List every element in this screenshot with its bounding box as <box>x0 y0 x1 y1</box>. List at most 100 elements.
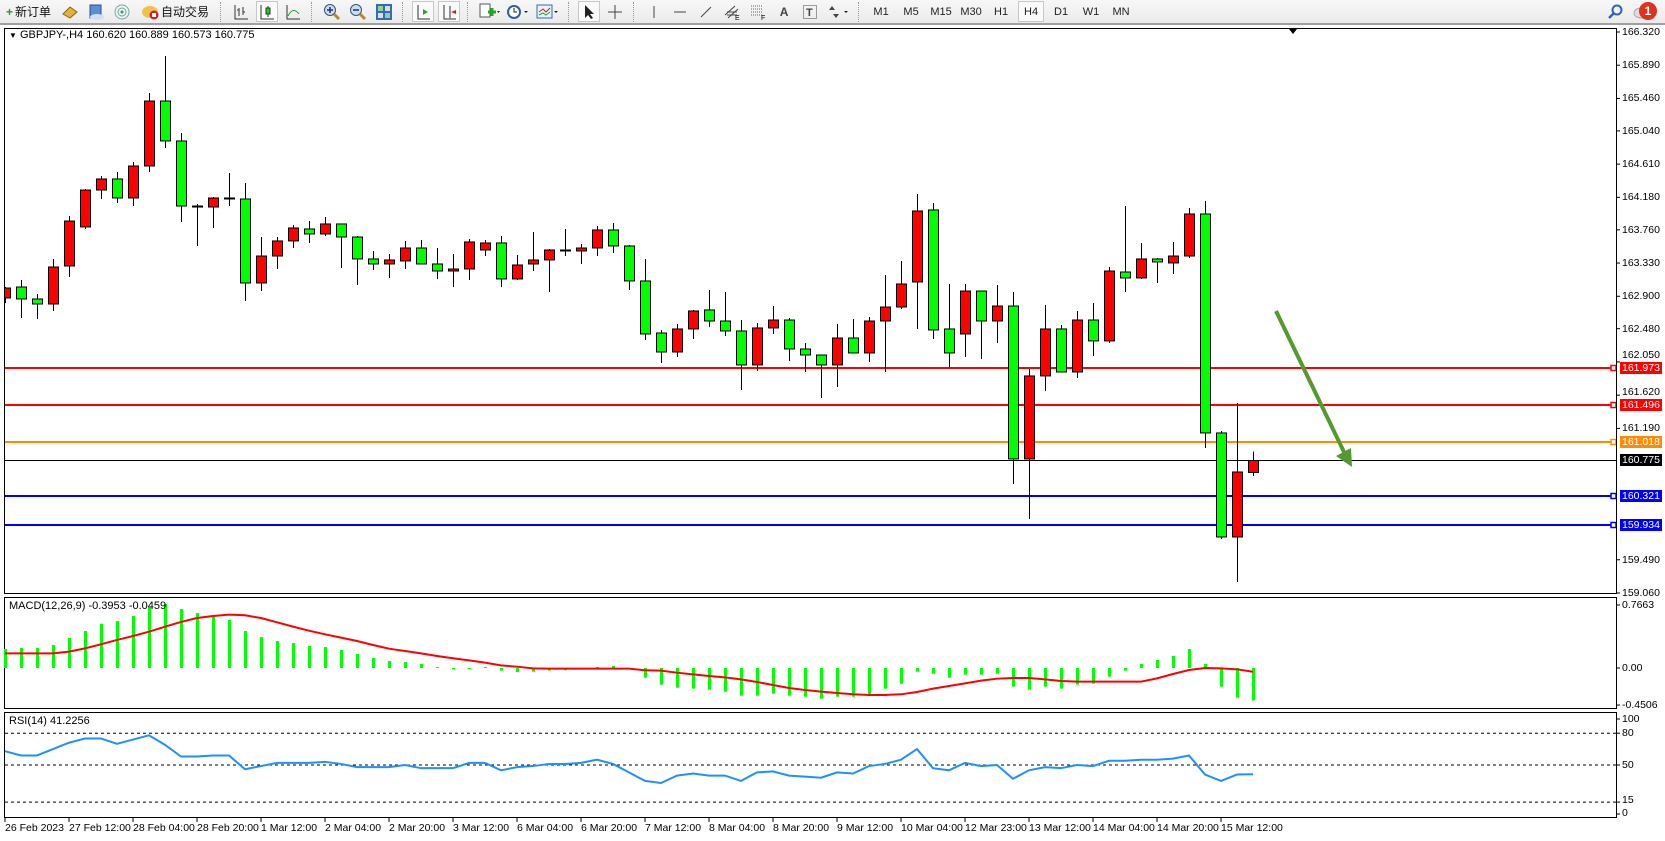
vertical-line-icon <box>653 5 655 18</box>
data-window-button[interactable] <box>85 1 107 22</box>
timeframe-mn[interactable]: MN <box>1112 5 1130 18</box>
macd-histogram-bar <box>436 667 439 669</box>
macd-histogram-bar <box>68 637 71 668</box>
search-icon[interactable] <box>1607 4 1623 20</box>
tile-windows-button[interactable] <box>373 1 395 22</box>
auto-trade-button[interactable]: 自动交易 <box>137 1 213 22</box>
macd-histogram-bar <box>1092 668 1095 684</box>
timeframe-w1[interactable]: W1 <box>1082 5 1100 18</box>
time-axis-label: 2 Mar 20:00 <box>389 822 446 834</box>
candle <box>5 287 11 303</box>
macd-histogram-bar <box>948 668 951 678</box>
bull-candle-body <box>256 255 267 284</box>
macd-histogram-bar <box>868 668 871 695</box>
candle <box>1232 402 1243 582</box>
time-axis-label: 10 Mar 04:00 <box>901 822 963 834</box>
auto-scroll-button[interactable] <box>412 1 435 22</box>
price-axis-label: 164.180 <box>1622 191 1660 203</box>
text-button[interactable]: A <box>773 1 795 22</box>
drawn-arrow[interactable] <box>1274 310 1352 467</box>
market-watch-icon <box>62 5 78 19</box>
candlestick-button[interactable] <box>256 1 279 22</box>
timeframe-m5[interactable]: M5 <box>903 5 919 18</box>
candle <box>432 247 443 279</box>
toolbar-separator <box>633 1 636 22</box>
bar-chart-button[interactable] <box>230 1 252 22</box>
zoom-out-button[interactable] <box>347 1 369 22</box>
candle <box>1136 242 1147 279</box>
periods-button[interactable] <box>505 1 531 22</box>
equidistant-channel-button[interactable]: E <box>721 1 743 22</box>
timeframe-m1[interactable]: M1 <box>873 5 889 18</box>
candle <box>48 258 59 311</box>
macd-histogram-bar <box>372 657 375 668</box>
macd-histogram-bar <box>1172 655 1175 668</box>
macd-histogram-bar <box>1252 668 1255 701</box>
candle <box>672 323 683 358</box>
candle <box>448 254 459 287</box>
bull-candle-body <box>400 247 411 262</box>
bull-candle-body <box>48 266 59 305</box>
signals-button[interactable] <box>111 1 133 22</box>
chart-shift-marker[interactable] <box>1289 29 1297 34</box>
candle <box>224 173 235 207</box>
new-order-label: 新订单 <box>15 5 52 19</box>
horizontal-line-button[interactable] <box>669 1 691 22</box>
time-axis-label: 6 Mar 20:00 <box>581 822 638 834</box>
macd-histogram-bar <box>20 648 23 668</box>
macd-histogram-bar <box>132 615 135 668</box>
vertical-line-button[interactable] <box>643 1 665 22</box>
macd-histogram-bar <box>388 661 391 668</box>
bull-candle-body <box>992 305 1003 322</box>
bear-candle-body <box>640 280 651 335</box>
line-chart-button[interactable] <box>282 1 304 22</box>
notifications-button[interactable]: 1 <box>1633 2 1657 22</box>
candle <box>1216 430 1227 539</box>
svg-text:E: E <box>735 15 740 21</box>
bear-candle-body <box>192 205 203 208</box>
collapse-triangle-icon[interactable]: ▼ <box>9 31 17 40</box>
trendline-button[interactable] <box>695 1 717 22</box>
candle <box>144 92 155 173</box>
market-watch-button[interactable] <box>59 1 81 22</box>
zoom-in-button[interactable] <box>321 1 343 22</box>
zoom-in-icon <box>324 3 341 20</box>
candle <box>976 290 987 359</box>
arrows-button[interactable] <box>825 1 851 22</box>
timeframe-m30[interactable]: M30 <box>960 5 982 18</box>
crosshair-button[interactable] <box>604 1 626 22</box>
chart-shift-button[interactable] <box>438 1 461 22</box>
macd-histogram-bar <box>356 654 359 668</box>
bull-candle-body <box>912 210 923 283</box>
macd-histogram-bar <box>708 668 711 690</box>
cursor-icon <box>585 4 595 19</box>
timeframe-d1[interactable]: D1 <box>1054 5 1069 18</box>
rsi-label: RSI(14) 41.2256 <box>9 715 90 727</box>
bull-candle-body <box>1136 258 1147 279</box>
macd-histogram-bar <box>100 623 103 668</box>
bear-candle-body <box>1120 271 1131 279</box>
new-order-button[interactable]: + 新订单 <box>2 1 55 22</box>
timeframe-h4[interactable]: H4 <box>1018 1 1045 22</box>
timeframe-m15[interactable]: M15 <box>930 5 952 18</box>
indicators-button[interactable] <box>477 1 501 22</box>
text-label-button[interactable]: T <box>799 1 821 22</box>
bull-candle-body <box>1232 471 1243 538</box>
macd-axis-label: 0.7663 <box>1622 599 1655 611</box>
bull-candle-body <box>64 220 75 267</box>
fibonacci-button[interactable]: F <box>747 1 769 22</box>
macd-histogram-bar <box>260 637 263 668</box>
price-axis-label: 159.490 <box>1622 554 1660 566</box>
macd-histogram-bar <box>612 666 615 668</box>
timeframe-h1[interactable]: H1 <box>994 5 1009 18</box>
bull-candle-body <box>288 227 299 242</box>
cursor-button[interactable] <box>578 1 601 22</box>
templates-button[interactable] <box>535 1 561 22</box>
rsi-axis-label: 15 <box>1622 794 1634 806</box>
bull-candle-body <box>464 241 475 270</box>
macd-signal-line <box>5 613 1254 696</box>
candle <box>640 258 651 341</box>
candle <box>336 223 347 268</box>
macd-histogram-bar <box>52 644 55 668</box>
